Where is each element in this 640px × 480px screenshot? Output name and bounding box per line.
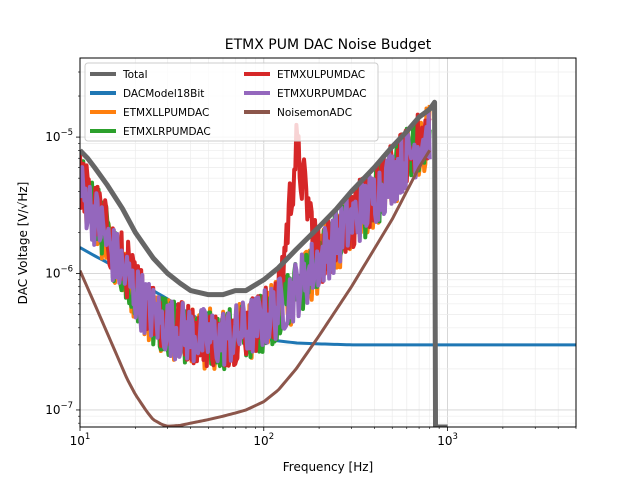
legend-label-ETMXLLPUMDAC: ETMXLLPUMDAC [123,107,209,119]
series-line-NoisemonADC [80,149,432,427]
series-line-ETMXURPUMDAC [80,109,432,367]
series-line-DACModel18Bit [80,246,576,347]
series-line-Total [80,99,448,427]
y-tick-label: 10−5 [45,128,73,144]
chart-title: ETMX PUM DAC Noise Budget [225,37,432,53]
legend-label-ETMXURPUMDAC: ETMXURPUMDAC [277,88,367,100]
y-tick-label: 10−7 [45,401,73,417]
legend-label-ETMXLRPUMDAC: ETMXLRPUMDAC [123,126,211,138]
legend-label-Total: Total [122,69,148,81]
legend-box [84,62,379,142]
y-tick-label: 10−6 [45,265,73,281]
x-tick-label: 101 [70,432,91,448]
x-tick-label: 102 [253,432,274,448]
legend-label-NoisemonADC: NoisemonADC [277,107,352,119]
plot-frame [79,57,577,428]
legend-label-DACModel18Bit: DACModel18Bit [123,88,204,100]
series-lines [80,99,576,427]
x-tick-label: 103 [437,432,458,448]
y-axis-label: DAC Voltage [V/√Hz] [16,182,30,305]
legend-label-ETMXULPUMDAC: ETMXULPUMDAC [277,69,365,81]
legend: Total DACModel18Bit ETMXLLPUMDAC ETMXLRPUMD… [84,62,379,142]
x-axis-label: Frequency [Hz] [283,460,374,474]
axis-ticks: 101 102 103 10−7 10−6 10−5 [45,71,577,448]
